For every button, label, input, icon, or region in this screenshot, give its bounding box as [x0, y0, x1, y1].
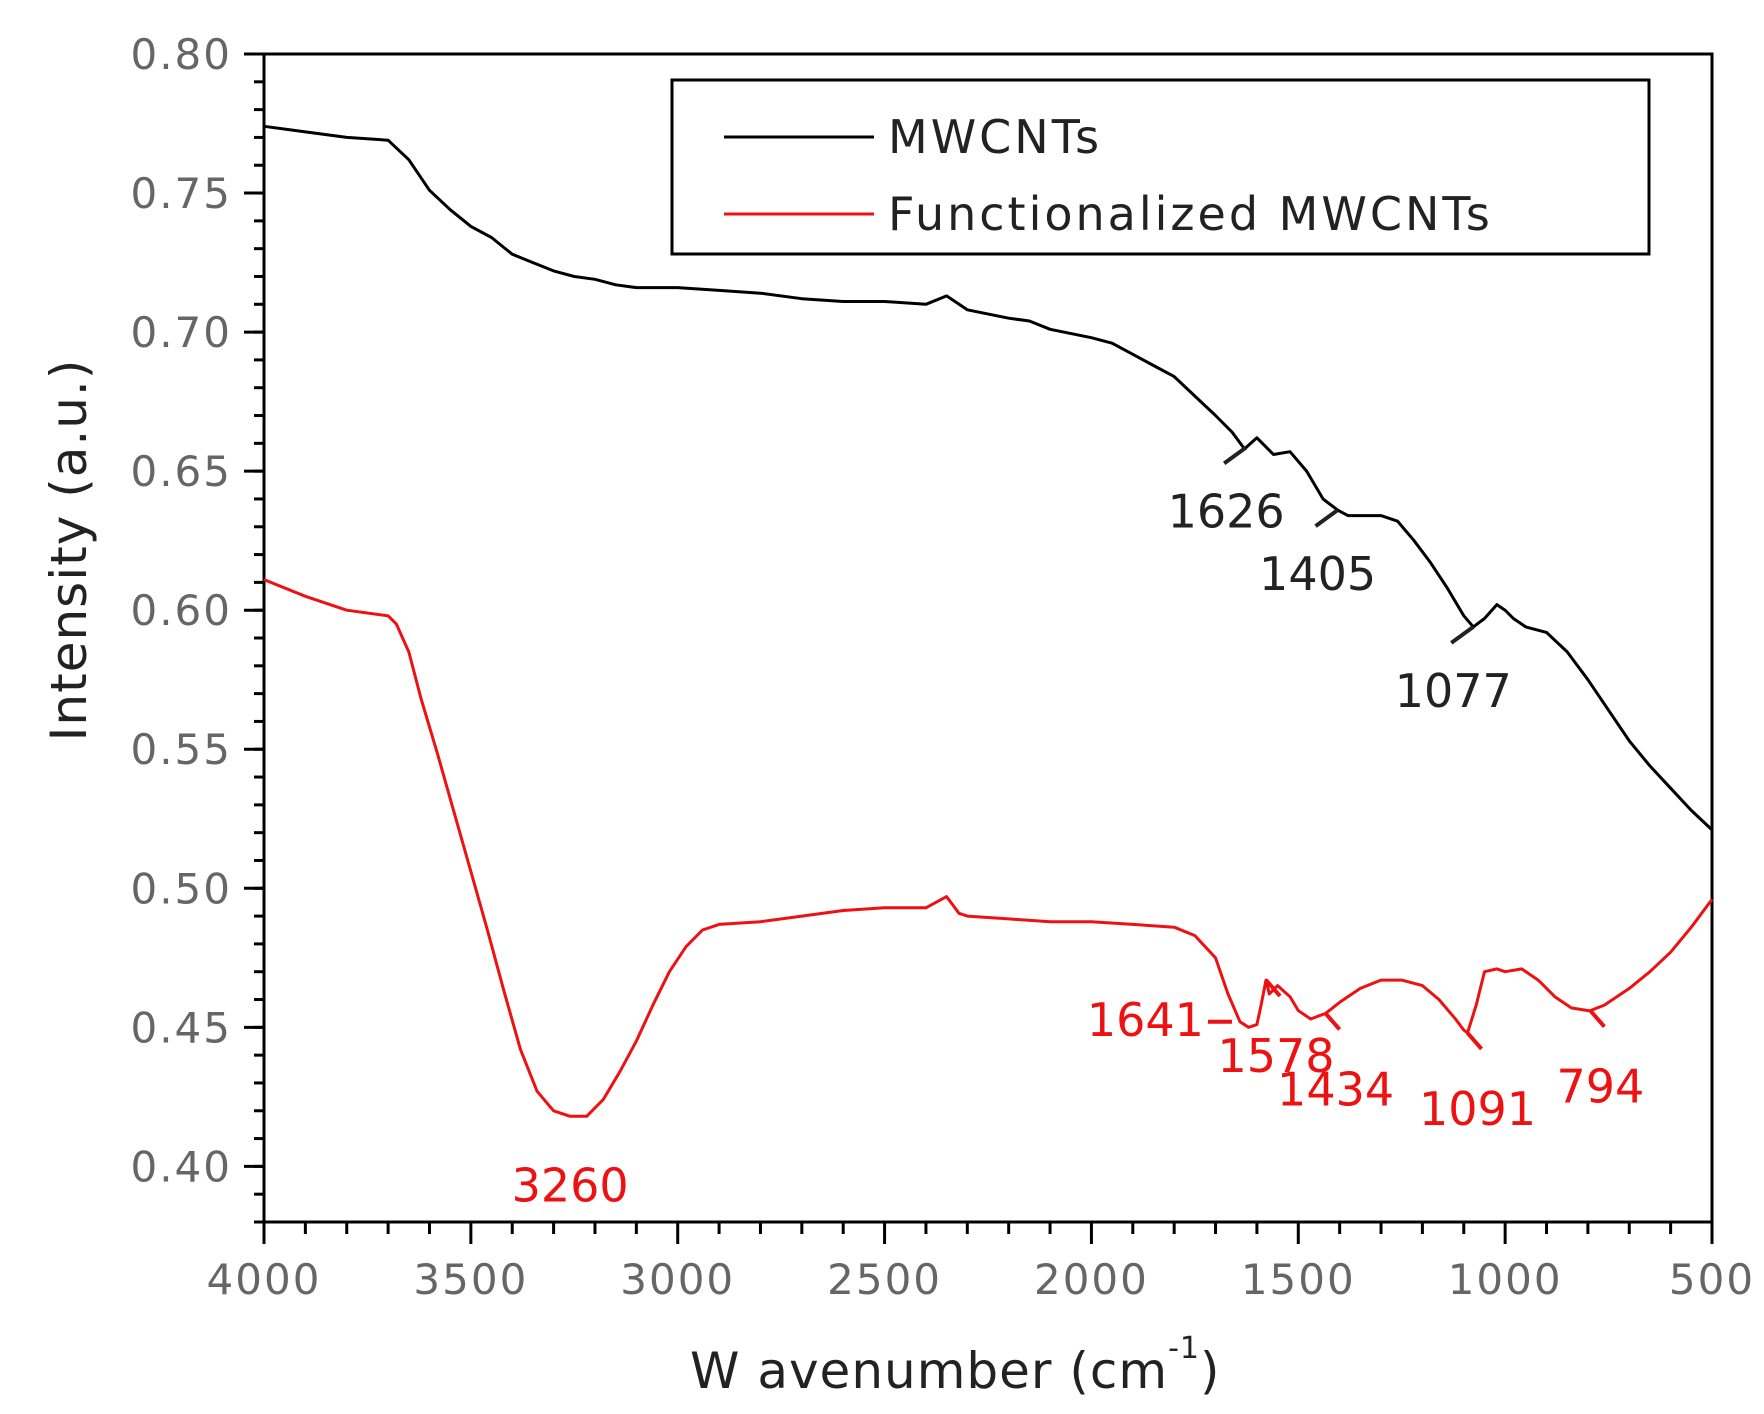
x-tick-label: 3500 [413, 1255, 528, 1304]
y-tick-label: 0.70 [130, 308, 232, 357]
y-tick-label: 0.65 [130, 447, 232, 496]
peak-pointer [1324, 1012, 1342, 1031]
peak-pointer [1588, 1009, 1606, 1028]
x-tick-label: 2500 [827, 1255, 942, 1304]
y-axis-title: Intensity (a.u.) [40, 359, 98, 742]
y-tick-label: 0.55 [130, 725, 232, 774]
y-axis: 0.40 0.45 0.50 0.55 0.60 0.65 0.70 0.75 0.80 [130, 30, 264, 1224]
x-tick-label: 1500 [1241, 1255, 1356, 1304]
peak-label: 1091 [1419, 1082, 1536, 1136]
y-tick-label: 0.60 [130, 586, 232, 635]
peak-label: 1077 [1395, 664, 1512, 718]
series-line-mwcnts [263, 124, 1714, 831]
x-axis-title-close: ) [1200, 1342, 1221, 1400]
peak-pointer [1222, 445, 1248, 466]
x-tick-label: 3000 [620, 1255, 735, 1304]
peak-label: 1434 [1277, 1062, 1394, 1116]
y-tick-label: 0.40 [130, 1142, 232, 1191]
peak-label: 1405 [1259, 547, 1376, 601]
legend-label-functionalized: Functionalized MWCNTs [888, 187, 1493, 241]
x-axis: 4000 3500 3000 2500 2000 1500 1000 500 [207, 1222, 1755, 1304]
peak-pointer [1314, 508, 1339, 528]
peak-label: 794 [1556, 1060, 1644, 1114]
legend-label-mwcnts: MWCNTs [888, 110, 1102, 164]
series-layer [263, 124, 1714, 1118]
peak-label: 1626 [1168, 484, 1285, 538]
legend: MWCNTs Functionalized MWCNTs [670, 78, 1651, 256]
legend-box [670, 78, 1651, 256]
y-tick-label: 0.80 [130, 30, 232, 79]
peak-label: 3260 [512, 1158, 629, 1212]
x-axis-title-superscript: -1 [1168, 1331, 1200, 1366]
y-tick-label: 0.50 [130, 864, 232, 913]
x-axis-title-main: W avenumber (cm [690, 1342, 1168, 1400]
y-tick-label: 0.75 [130, 169, 232, 218]
y-tick-label: 0.45 [130, 1003, 232, 1052]
x-tick-label: 500 [1669, 1255, 1755, 1304]
peak-label: 1641 [1087, 993, 1204, 1047]
peak-pointer [1465, 1031, 1484, 1051]
peak-pointer [1450, 625, 1475, 645]
x-tick-label: 2000 [1034, 1255, 1149, 1304]
x-tick-label: 1000 [1448, 1255, 1563, 1304]
peak-label: 1578 [1217, 1029, 1334, 1083]
x-tick-label: 4000 [207, 1255, 322, 1304]
x-axis-title: W avenumber (cm-1) [690, 1331, 1221, 1400]
peak-pointer [1264, 978, 1282, 998]
series-line-functionalized-mwcnts [263, 578, 1714, 1118]
